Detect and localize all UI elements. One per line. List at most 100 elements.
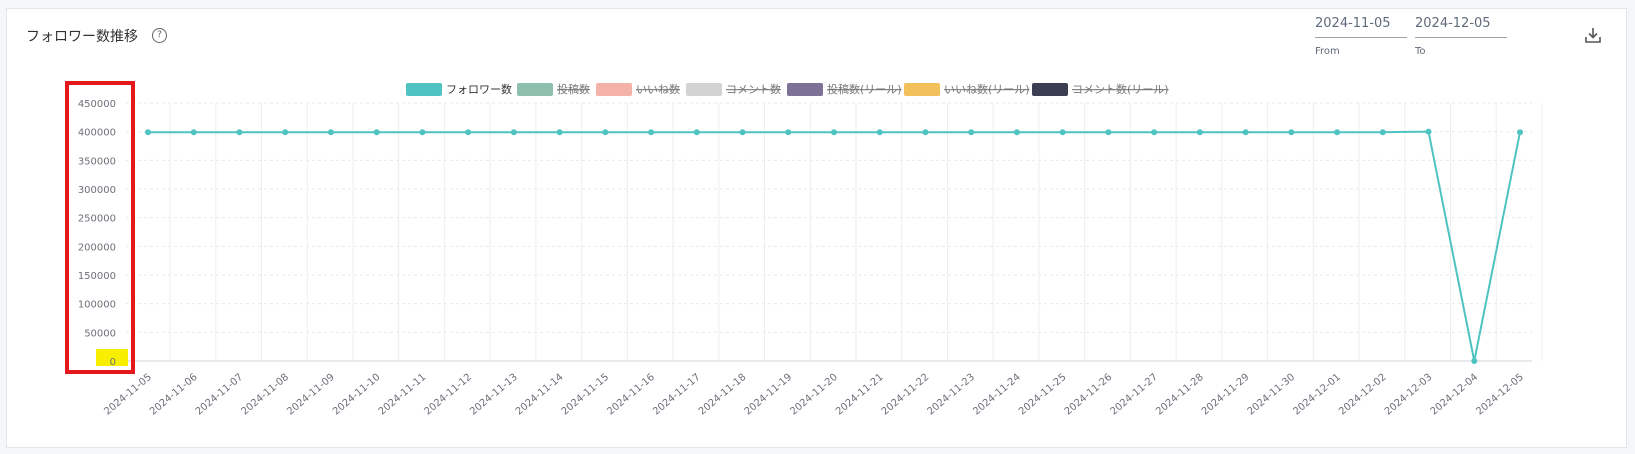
x-tick-label: 2024-11-30 <box>1246 372 1298 418</box>
y-tick-label: 150000 <box>78 271 116 282</box>
y-tick-label: 400000 <box>78 128 116 139</box>
legend-swatch <box>904 83 940 96</box>
legend-swatch <box>686 83 722 96</box>
data-point[interactable] <box>1425 128 1432 135</box>
data-point[interactable] <box>1379 129 1386 136</box>
x-tick-label: 2024-11-11 <box>377 372 429 418</box>
data-point[interactable] <box>693 129 700 136</box>
data-point[interactable] <box>1013 129 1020 136</box>
x-tick-label: 2024-12-03 <box>1383 372 1435 418</box>
y-tick-label: 300000 <box>78 185 116 196</box>
y-axis-highlight-box <box>65 81 135 374</box>
x-tick-label: 2024-11-25 <box>1017 372 1069 418</box>
x-tick-label: 2024-11-27 <box>1108 372 1160 418</box>
x-tick-label: 2024-11-24 <box>971 372 1023 418</box>
x-tick-label: 2024-11-22 <box>880 372 932 418</box>
download-icon[interactable] <box>1584 26 1602 44</box>
data-point[interactable] <box>739 129 746 136</box>
legend-label: 投稿数 <box>557 82 590 96</box>
data-point[interactable] <box>145 129 151 136</box>
legend-label: コメント数(リール) <box>1072 83 1169 96</box>
chart-legend: フォロワー数 投稿数 いいね数 コメント数 投稿数(リール) いいね数(リール) コメント数… <box>406 82 1169 96</box>
data-point[interactable] <box>1471 358 1478 364</box>
x-tick-label: 2024-11-05 <box>102 372 154 418</box>
data-point[interactable] <box>1242 129 1249 136</box>
data-point[interactable] <box>1196 129 1203 136</box>
y-tick-label: 0 <box>110 357 116 368</box>
data-point[interactable] <box>465 129 472 136</box>
data-point[interactable] <box>373 129 380 136</box>
chart-grid <box>126 102 1543 362</box>
x-tick-label: 2024-11-23 <box>926 372 978 418</box>
y-axis: 50000 100000 150000 200000 250000 300000 35000… <box>78 99 116 339</box>
data-point[interactable] <box>876 129 883 136</box>
x-tick-label: 2024-11-14 <box>514 372 566 418</box>
legend-label: 投稿数(リール) <box>827 82 902 96</box>
data-point[interactable] <box>1517 129 1523 136</box>
x-axis: 2024-11-052024-11-062024-11-072024-11-08… <box>102 372 1526 418</box>
data-point[interactable] <box>327 129 334 136</box>
legend-swatch <box>596 83 632 96</box>
legend-swatch <box>787 83 823 96</box>
zero-highlight <box>96 349 128 366</box>
legend-item[interactable]: フォロワー数 <box>406 83 512 96</box>
legend-item[interactable]: いいね数 <box>596 83 680 96</box>
legend-swatch <box>1032 83 1068 96</box>
y-tick-label: 450000 <box>78 99 116 110</box>
x-tick-label: 2024-11-15 <box>560 372 612 418</box>
data-point[interactable] <box>648 129 655 136</box>
x-tick-label: 2024-11-09 <box>285 372 337 418</box>
data-point[interactable] <box>1288 129 1295 136</box>
data-point[interactable] <box>1151 129 1158 136</box>
from-date-input[interactable]: 2024-11-05 <box>1315 16 1407 38</box>
data-point[interactable] <box>1334 129 1341 136</box>
x-tick-label: 2024-11-18 <box>697 372 749 418</box>
legend-item[interactable]: 投稿数(リール) <box>787 82 902 96</box>
data-point[interactable] <box>1105 129 1112 136</box>
x-tick-label: 2024-11-08 <box>240 372 292 418</box>
legend-item[interactable]: 投稿数 <box>517 82 590 96</box>
x-tick-label: 2024-11-19 <box>743 372 795 418</box>
y-tick-label: 100000 <box>78 300 116 311</box>
data-point[interactable] <box>556 129 563 136</box>
legend-swatch <box>517 83 553 96</box>
data-point[interactable] <box>419 129 426 136</box>
legend-label: コメント数 <box>726 83 781 96</box>
y-tick-label: 50000 <box>84 328 116 339</box>
data-point[interactable] <box>282 129 289 136</box>
data-point[interactable] <box>785 129 792 136</box>
y-tick-label: 350000 <box>78 156 116 167</box>
legend-item[interactable]: コメント数 <box>686 83 781 96</box>
legend-label: フォロワー数 <box>446 83 512 96</box>
x-tick-label: 2024-11-13 <box>468 372 520 418</box>
x-tick-label: 2024-11-06 <box>148 372 200 418</box>
data-point[interactable] <box>190 129 197 136</box>
x-tick-label: 2024-11-20 <box>788 372 840 418</box>
legend-label: いいね数 <box>636 83 680 96</box>
x-tick-label: 2024-12-05 <box>1474 372 1526 418</box>
data-point[interactable] <box>968 129 975 136</box>
annotation-layer: 0 <box>65 81 135 374</box>
to-date-input[interactable]: 2024-12-05 <box>1415 16 1507 38</box>
x-tick-label: 2024-11-10 <box>331 372 383 418</box>
legend-item[interactable]: いいね数(リール) <box>904 83 1030 96</box>
data-point[interactable] <box>1059 129 1066 136</box>
x-tick-label: 2024-12-01 <box>1291 372 1343 418</box>
data-point[interactable] <box>922 129 929 136</box>
chart-title: フォロワー数推移 <box>26 29 138 45</box>
x-tick-label: 2024-11-26 <box>1063 372 1115 418</box>
data-point[interactable] <box>236 129 243 136</box>
follower-trend-card <box>6 8 1627 448</box>
y-tick-label: 200000 <box>78 242 116 253</box>
data-point[interactable] <box>510 129 517 136</box>
x-tick-label: 2024-11-07 <box>194 372 246 418</box>
x-tick-label: 2024-12-02 <box>1337 372 1389 418</box>
legend-item[interactable]: コメント数(リール) <box>1032 83 1169 96</box>
help-icon[interactable]: ? <box>152 28 167 43</box>
legend-swatch <box>406 83 442 96</box>
data-point[interactable] <box>602 129 609 136</box>
x-tick-label: 2024-12-04 <box>1429 372 1481 418</box>
x-tick-label: 2024-11-12 <box>422 372 474 418</box>
data-point[interactable] <box>831 129 837 136</box>
to-caption: To <box>1415 46 1426 57</box>
